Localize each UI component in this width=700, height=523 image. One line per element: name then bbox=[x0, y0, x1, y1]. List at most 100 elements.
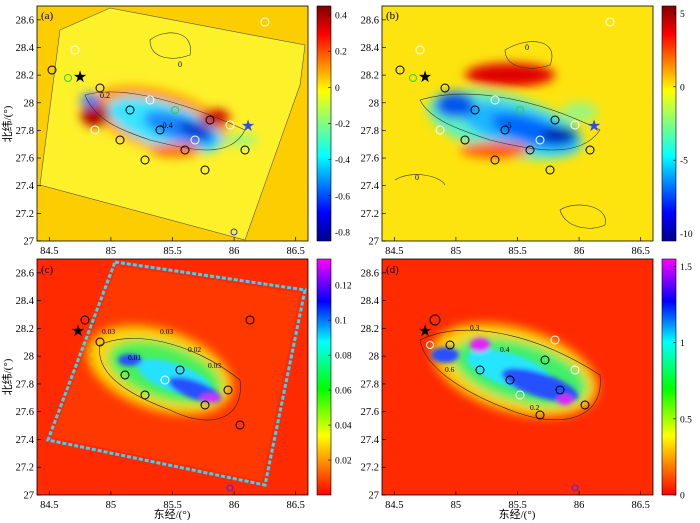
panel-c-colorbar-tick-label: 0.02 bbox=[335, 457, 352, 467]
panel-b-ytick-label: 27.4 bbox=[361, 181, 380, 192]
panel-a-ytick-label: 28.2 bbox=[16, 71, 34, 82]
panel-d-contour-label: 0.4 bbox=[500, 345, 510, 354]
panel-b-contour-label: 0 bbox=[415, 173, 419, 182]
panel-d-colorbar bbox=[661, 258, 677, 496]
panel-d-ytick-label: 28 bbox=[369, 352, 380, 363]
panel-b-colorbar-tick-label: 0 bbox=[680, 83, 685, 93]
panel-c-field-border bbox=[45, 260, 307, 487]
panel-b-ytick-label: 27 bbox=[369, 237, 380, 248]
panel-c-contour-label: 0.01 bbox=[128, 353, 141, 362]
panel-a-ytick-label: 27.4 bbox=[16, 181, 35, 192]
panel-a-xtick-label: 85 bbox=[106, 246, 117, 257]
panel-d-ytick-label: 27.2 bbox=[361, 463, 379, 474]
panel-c-ytick-label: 28.6 bbox=[16, 268, 34, 279]
panel-b: ★ ★ (b) 0 -5 0 84.5 85 85.5 86 86.5 27 27.2 27.… bbox=[361, 5, 693, 257]
panel-a-colorbar-ticks: 0.4 0.2 0 -0.2 -0.4 -0.6 -0.8 bbox=[328, 12, 350, 238]
panel-c-ytick-label: 28 bbox=[24, 352, 35, 363]
panel-c-ytick-label: 27 bbox=[24, 491, 35, 502]
panel-d-xtick-label: 86 bbox=[574, 500, 585, 511]
panel-c-xtick-label: 85.5 bbox=[163, 500, 181, 511]
panel-b-ytick-label: 28.4 bbox=[361, 43, 380, 54]
panel-d-star: ★ bbox=[418, 323, 432, 340]
panel-a-ticks: 84.5 85 85.5 86 86.5 27 27.2 27.4 27.6 27.8 28 28.2… bbox=[16, 15, 305, 257]
panel-c-ylabel: 北纬/(°) bbox=[1, 358, 14, 395]
panel-a-colorbar-tick-label: 0.2 bbox=[335, 48, 347, 58]
panel-c-contour-label: 0.03 bbox=[208, 361, 221, 370]
panel-c-colorbar-tick-label: 0.08 bbox=[335, 352, 352, 362]
panel-c-ytick-label: 27.8 bbox=[16, 379, 34, 390]
panel-c-colorbar-tick-label: 0.04 bbox=[335, 422, 352, 432]
panel-b-contour-label: 0 bbox=[525, 43, 529, 52]
panel-c-colorbar-tick-label: 0.06 bbox=[335, 387, 352, 397]
panel-b-xtick-label: 86 bbox=[574, 246, 585, 257]
panel-a-xtick-label: 84.5 bbox=[40, 246, 58, 257]
panel-a-star: ★ bbox=[73, 69, 87, 86]
panel-a-xtick-label: 86.5 bbox=[286, 246, 304, 257]
panel-b-colorbar-tick-label: 5 bbox=[680, 10, 685, 20]
panel-b-colorbar-tick-label: -10 bbox=[680, 230, 693, 240]
panel-d-contour-label: 0.2 bbox=[530, 403, 540, 412]
panel-a-ytick-label: 28 bbox=[24, 98, 35, 109]
panel-b-xtick-label: 85 bbox=[451, 246, 462, 257]
panel-a: ★ ★ (a) 0 0.2 -0.4 84.5 85 85.5 86 86.5 27 27.… bbox=[1, 5, 350, 257]
panel-a-ytick-label: 27.2 bbox=[16, 209, 34, 220]
panel-b-contour-label: -5 bbox=[505, 121, 512, 130]
panel-b-colorbar bbox=[661, 5, 677, 242]
panel-c-colorbar-ticks: 0.12 0.1 0.08 0.06 0.04 0.02 bbox=[328, 282, 352, 467]
panel-c: ★ (c) 0.03 0.01 0.03 0.02 0.03 84.5 85 85.… bbox=[1, 258, 352, 521]
panel-c-colorbar-tick-label: 0.1 bbox=[335, 317, 347, 327]
panel-a-colorbar-tick-label: -0.8 bbox=[335, 228, 350, 238]
panel-a-xtick-label: 85.5 bbox=[163, 246, 181, 257]
panel-c-xtick-label: 86 bbox=[229, 500, 240, 511]
panel-a-contour-label: 0.2 bbox=[100, 91, 110, 100]
panel-d-ytick-label: 27.6 bbox=[361, 407, 379, 418]
panel-a-colorbar-tick-label: 0.4 bbox=[335, 12, 347, 22]
panel-d-colorbar-ticks: 1.5 1 0.5 0 bbox=[673, 263, 692, 502]
panel-c-ytick-label: 28.2 bbox=[16, 324, 34, 335]
panel-d-ytick-label: 27 bbox=[369, 491, 380, 502]
panel-c-ytick-label: 27.4 bbox=[16, 435, 35, 446]
panel-d-ytick-label: 27.8 bbox=[361, 379, 379, 390]
panel-c-ytick-label: 27.2 bbox=[16, 463, 34, 474]
panel-c-contour-label: 0.03 bbox=[160, 327, 173, 336]
panel-c-contour-label: 0.02 bbox=[188, 345, 201, 354]
panel-b-label: (b) bbox=[386, 10, 399, 22]
panel-a-contour-label: 0 bbox=[178, 60, 182, 69]
panel-d-colorbar-tick-label: 1.5 bbox=[680, 263, 692, 273]
panel-c-colorbar-tick-label: 0.12 bbox=[335, 282, 352, 292]
panel-a-ytick-label: 28.6 bbox=[16, 15, 34, 26]
panel-b-xtick-label: 85.5 bbox=[508, 246, 526, 257]
panel-b-ticks: 84.5 85 85.5 86 86.5 27 27.2 27.4 27.6 27.8 28 28.2… bbox=[361, 15, 650, 257]
panel-a-xtick-label: 86 bbox=[229, 246, 240, 257]
panel-a-colorbar-tick-label: -0.2 bbox=[335, 120, 350, 130]
panel-c-ytick-label: 27.6 bbox=[16, 407, 34, 418]
panel-b-ytick-label: 27.2 bbox=[361, 209, 379, 220]
panel-c-contour-label: 0.03 bbox=[102, 327, 115, 336]
panel-b-colorbar-ticks: 5 0 -5 -10 bbox=[673, 10, 693, 240]
panel-b-star: ★ bbox=[418, 69, 432, 86]
panel-a-ylabel: 北纬/(°) bbox=[1, 105, 14, 142]
panel-a-contour-label: -0.4 bbox=[160, 121, 173, 130]
panel-a-ytick-label: 27.8 bbox=[16, 126, 34, 137]
panel-b-ytick-label: 28.6 bbox=[361, 15, 379, 26]
panel-d-xtick-label: 85.5 bbox=[508, 500, 526, 511]
panel-b-ytick-label: 27.6 bbox=[361, 154, 379, 165]
panel-d-ticks: 84.5 85 85.5 86 86.5 27 27.2 27.4 27.6 27.8 28 28.2… bbox=[361, 268, 650, 511]
panel-a-ytick-label: 28.4 bbox=[16, 43, 35, 54]
panel-d-contour-label: 0.3 bbox=[470, 323, 480, 332]
panel-b-ytick-label: 27.8 bbox=[361, 126, 379, 137]
panel-a-colorbar-tick-label: -0.4 bbox=[335, 156, 350, 166]
panel-d-ytick-label: 28.6 bbox=[361, 268, 379, 279]
panel-c-star: ★ bbox=[71, 323, 85, 340]
panel-b-xtick-label: 84.5 bbox=[385, 246, 403, 257]
panel-d-label: (d) bbox=[386, 264, 399, 276]
panel-c-ticks: 84.5 85 85.5 86 86.5 27 27.2 27.4 27.6 27.8 28 28.2… bbox=[16, 268, 305, 511]
panel-c-xtick-label: 85 bbox=[106, 500, 117, 511]
panel-a-colorbar-tick-label: 0 bbox=[335, 84, 340, 94]
panel-d-ytick-label: 28.4 bbox=[361, 296, 380, 307]
panel-a-ytick-label: 27 bbox=[24, 237, 35, 248]
panel-d-colorbar-tick-label: 0 bbox=[680, 492, 685, 502]
panel-c-colorbar bbox=[316, 258, 332, 496]
panel-a-colorbar-tick-label: -0.6 bbox=[335, 192, 350, 202]
panel-d-colorbar-tick-label: 0.5 bbox=[680, 415, 692, 425]
